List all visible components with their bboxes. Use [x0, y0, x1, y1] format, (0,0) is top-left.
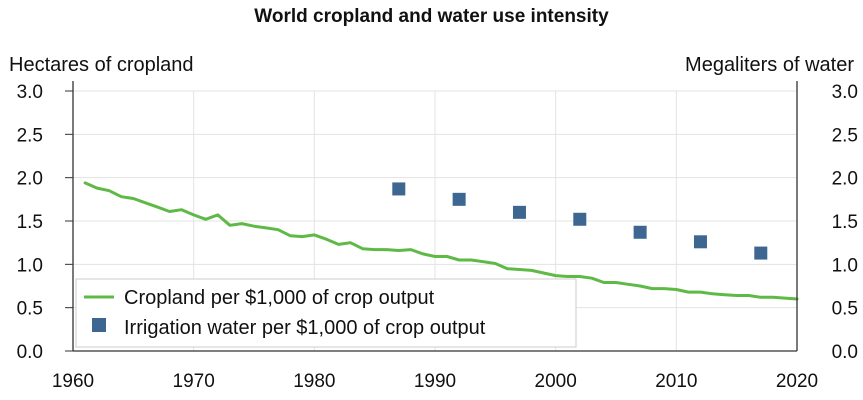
y-tick-label-right: 2.5: [832, 125, 858, 146]
cropland-line: [83, 181, 799, 301]
irrigation-marker: [693, 235, 707, 249]
right-axis-label: Megaliters of water: [685, 54, 854, 76]
series-group: [83, 181, 799, 301]
y-tick-label-right: 3.0: [832, 82, 858, 103]
y-tick-label-left: 0.0: [17, 342, 43, 363]
irrigation-marker: [633, 225, 647, 239]
irrigation-marker: [452, 192, 466, 206]
legend-label-irrigation: Irrigation water per $1,000 of crop outp…: [124, 317, 486, 339]
y-tick-label-right: 0.0: [832, 342, 858, 363]
irrigation-marker: [754, 246, 768, 260]
x-tick-label: 2020: [776, 371, 818, 392]
x-tick-label: 2000: [535, 371, 577, 392]
y-tick-label-left: 0.5: [17, 299, 43, 320]
x-tick-label: 1960: [52, 371, 94, 392]
legend: Cropland per $1,000 of crop output Irrig…: [75, 278, 577, 348]
y-tick-label-left: 3.0: [17, 82, 43, 103]
y-tick-label-left: 1.5: [17, 212, 43, 233]
y-tick-label-left: 2.5: [17, 125, 43, 146]
tick-labels: 0.0 0.0 0.5 0.5 1.0 1.0 1.5 1.5 2.0 2.0 2.5 2.5 3.0 3…: [17, 82, 858, 392]
irrigation-marker: [392, 182, 406, 196]
irrigation-marker: [573, 212, 587, 226]
legend-label-cropland: Cropland per $1,000 of crop output: [124, 287, 435, 309]
left-axis-label: Hectares of cropland: [9, 54, 194, 76]
chart-title: World cropland and water use intensity: [254, 6, 609, 27]
legend-marker-swatch: [92, 318, 106, 332]
axes: [65, 81, 798, 352]
legend-box: [75, 278, 577, 348]
y-tick-label-right: 1.0: [832, 255, 858, 276]
irrigation-marker: [512, 205, 526, 219]
y-tick-label-right: 0.5: [832, 299, 858, 320]
x-tick-label: 1970: [173, 371, 215, 392]
x-tick-label: 2010: [655, 371, 697, 392]
y-tick-label-left: 1.0: [17, 255, 43, 276]
x-tick-label: 1980: [293, 371, 335, 392]
y-tick-label-left: 2.0: [17, 169, 43, 190]
y-tick-label-right: 1.5: [832, 212, 858, 233]
y-tick-label-right: 2.0: [832, 169, 858, 190]
x-tick-label: 1990: [414, 371, 456, 392]
